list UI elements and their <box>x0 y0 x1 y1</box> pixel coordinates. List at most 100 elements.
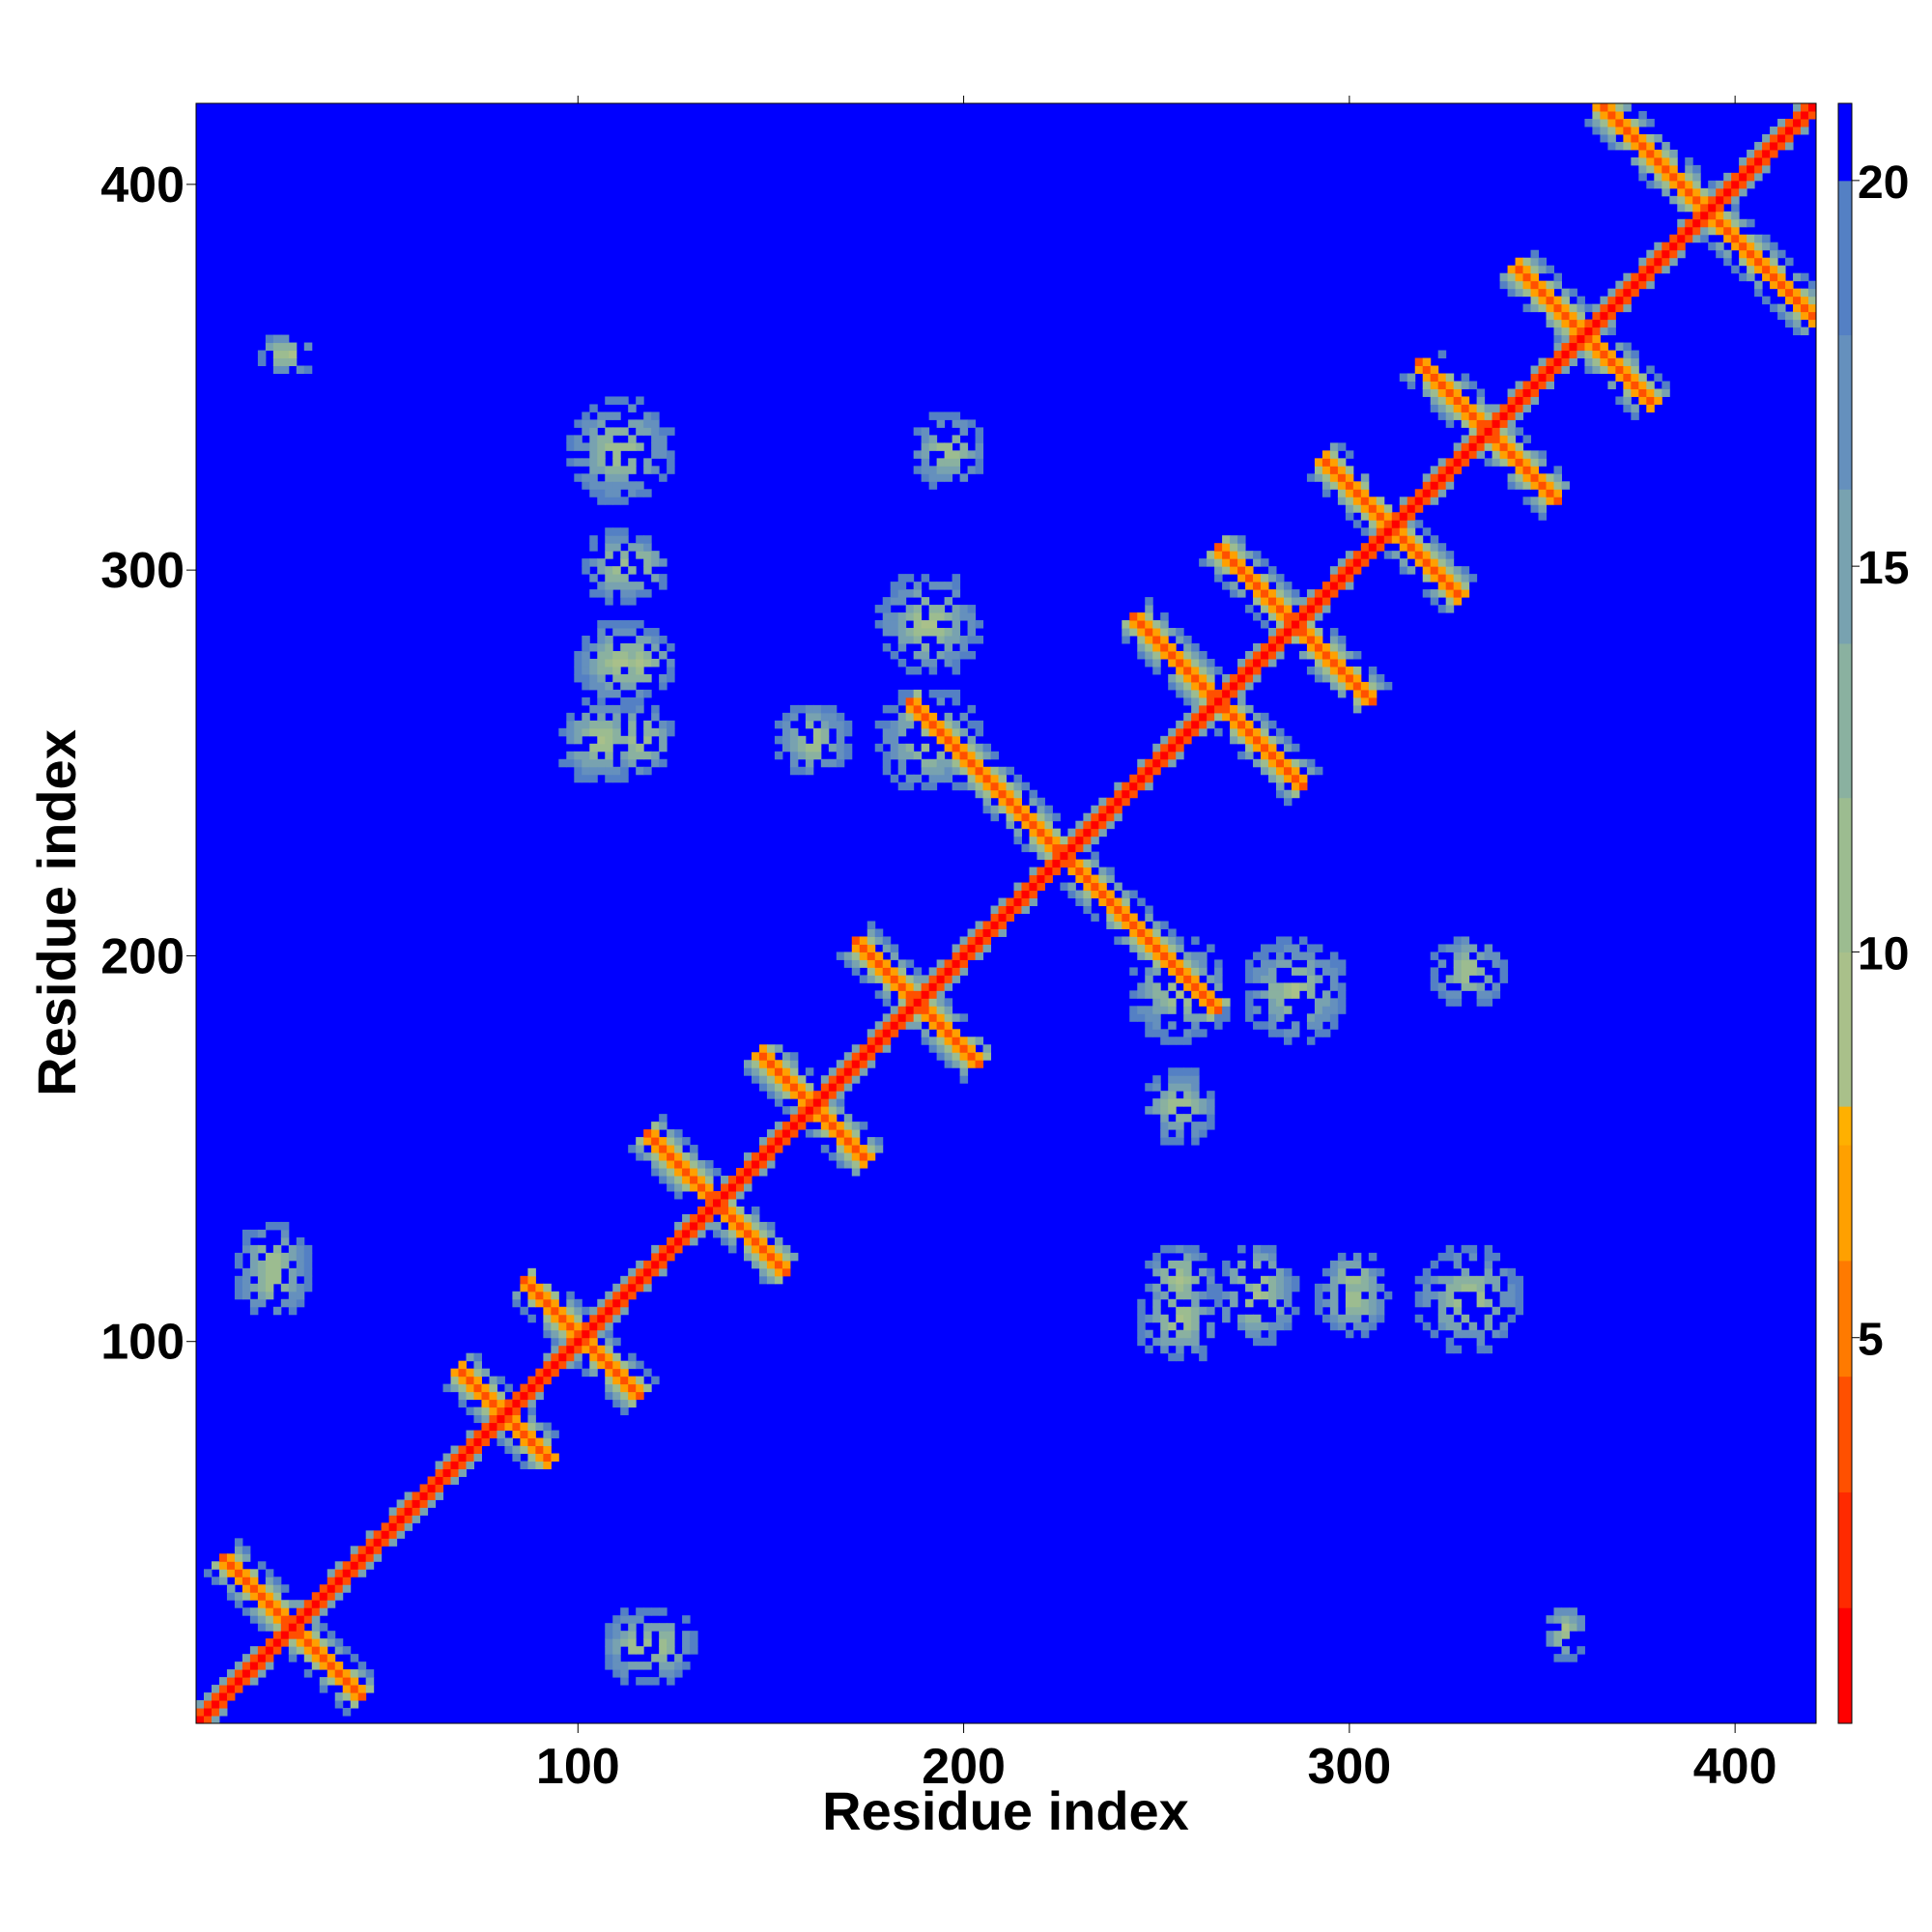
heatmap-cell <box>1507 481 1517 490</box>
heatmap-cell <box>1615 365 1624 374</box>
heatmap-cell <box>797 1075 807 1084</box>
heatmap-cell <box>1422 574 1432 582</box>
heatmap-cell <box>636 1383 644 1393</box>
heatmap-cell <box>435 1484 444 1492</box>
heatmap-cell <box>1631 412 1639 420</box>
heatmap-cell <box>257 1615 267 1624</box>
heatmap-cell <box>1214 975 1223 983</box>
heatmap-cell <box>218 1685 228 1693</box>
heatmap-cell <box>574 1329 582 1339</box>
heatmap-cell <box>566 1298 575 1308</box>
heatmap-cell <box>242 1654 251 1662</box>
heatmap-cell <box>466 1391 474 1401</box>
heatmap-cell <box>1731 265 1740 274</box>
heatmap-cell <box>1176 1067 1184 1076</box>
heatmap-cell <box>1207 658 1215 668</box>
heatmap-cell <box>589 666 598 675</box>
heatmap-cell <box>1762 164 1771 174</box>
heatmap-cell <box>990 789 1000 799</box>
heatmap-cell <box>975 758 984 768</box>
heatmap-cell <box>1553 319 1562 328</box>
heatmap-cell <box>1145 643 1153 652</box>
heatmap-cell <box>952 1029 961 1037</box>
heatmap-cell <box>1445 1283 1455 1293</box>
heatmap-cell <box>1345 551 1354 559</box>
heatmap-cell <box>628 597 637 606</box>
heatmap-cell <box>851 1052 861 1061</box>
heatmap-cell <box>396 1507 406 1516</box>
heatmap-cell <box>952 781 961 791</box>
heatmap-cell <box>1600 303 1608 313</box>
heatmap-cell <box>1345 566 1354 575</box>
heatmap-cell <box>1337 458 1347 467</box>
heatmap-cell <box>874 743 884 753</box>
heatmap-cell <box>659 1145 668 1153</box>
heatmap-cell <box>1129 944 1138 952</box>
heatmap-cell <box>1314 1291 1323 1300</box>
heatmap-cell <box>982 774 992 783</box>
heatmap-cell <box>651 1168 660 1177</box>
heatmap-cell <box>1461 1275 1470 1285</box>
heatmap-cell <box>280 1623 290 1632</box>
heatmap-cell <box>1268 628 1277 637</box>
heatmap-cell <box>1515 404 1524 412</box>
heatmap-cell <box>1253 1260 1262 1269</box>
heatmap-cell <box>574 751 582 760</box>
heatmap-cell <box>1160 952 1169 960</box>
heatmap-cell <box>797 766 807 776</box>
heatmap-cell <box>828 720 838 729</box>
heatmap-cell <box>636 696 644 706</box>
heatmap-cell <box>1731 211 1740 220</box>
heatmap-cell <box>851 1129 861 1138</box>
heatmap-cell <box>1561 1623 1570 1632</box>
heatmap-cell <box>1530 280 1540 290</box>
heatmap-cell <box>1268 650 1277 660</box>
heatmap-cell <box>1770 141 1778 151</box>
heatmap-cell <box>1329 566 1339 575</box>
heatmap-cell <box>226 1569 236 1577</box>
heatmap-cell <box>1368 1267 1378 1277</box>
heatmap-cell <box>1314 1306 1323 1316</box>
heatmap-cell <box>967 766 977 776</box>
heatmap-cell <box>1237 720 1246 729</box>
heatmap-cell <box>427 1499 437 1508</box>
heatmap-cell <box>882 620 892 629</box>
heatmap-cell <box>1546 265 1554 274</box>
heatmap-cell <box>944 412 953 420</box>
heatmap-cell <box>952 450 961 459</box>
heatmap-cell <box>1145 1283 1153 1293</box>
heatmap-cell <box>1245 751 1254 760</box>
heatmap-cell <box>1168 643 1177 652</box>
heatmap-cell <box>551 1453 559 1462</box>
heatmap-cell <box>774 751 783 760</box>
heatmap-cell <box>1445 1314 1455 1323</box>
heatmap-cell <box>311 1631 321 1639</box>
heatmap-cell <box>1600 296 1608 305</box>
heatmap-cell <box>1461 373 1470 382</box>
heatmap-cell <box>636 1283 644 1293</box>
heatmap-cell <box>913 612 923 621</box>
heatmap-cell <box>234 1260 243 1269</box>
heatmap-cell <box>512 1445 521 1454</box>
heatmap-cell <box>643 1383 652 1393</box>
heatmap-cell <box>1268 1275 1277 1285</box>
heatmap-cell <box>1191 959 1200 968</box>
heatmap-cell <box>1021 805 1030 814</box>
heatmap-cell <box>1183 681 1192 691</box>
heatmap-cell <box>1437 1275 1447 1285</box>
heatmap-cell <box>1245 1314 1254 1323</box>
heatmap-cell <box>327 1584 336 1593</box>
heatmap-cell <box>1492 412 1501 420</box>
heatmap-cell <box>589 473 598 482</box>
heatmap-cell <box>1515 442 1524 451</box>
heatmap-cell <box>1801 110 1809 120</box>
heatmap-cell <box>1291 628 1300 637</box>
heatmap-cell <box>936 1037 946 1045</box>
heatmap-cell <box>1368 1283 1378 1293</box>
heatmap-cell <box>1237 689 1246 698</box>
heatmap-cell <box>636 658 644 668</box>
heatmap-cell <box>249 1267 259 1277</box>
heatmap-cell <box>412 1515 421 1523</box>
heatmap-cell <box>636 1275 644 1285</box>
heatmap-cell <box>1492 1275 1501 1285</box>
